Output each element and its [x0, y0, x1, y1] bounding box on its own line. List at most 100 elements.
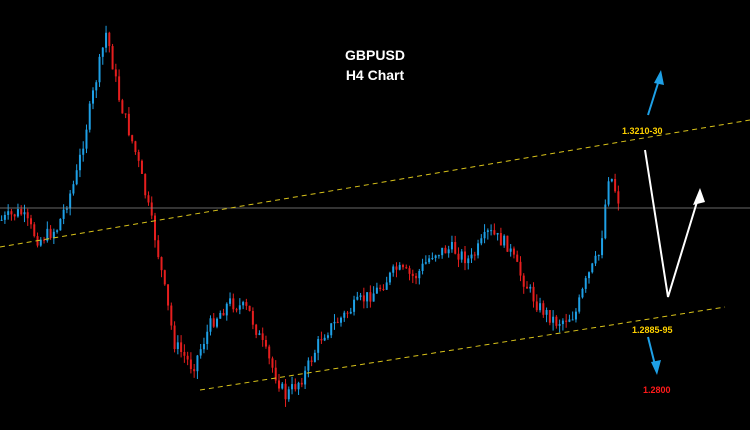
candle-body [470, 254, 473, 259]
candle-body [212, 318, 215, 327]
candle-body [588, 272, 590, 279]
resistance-level-label: 1.3210-30 [622, 126, 663, 136]
down-arrow [647, 336, 656, 366]
lower-trendline [199, 306, 726, 391]
candle-body [516, 254, 519, 262]
candle-body [248, 305, 251, 312]
candle-body [379, 287, 382, 289]
candle-body [284, 383, 287, 400]
candle-body [13, 214, 16, 217]
candle-body [607, 181, 610, 205]
candle-body [206, 331, 209, 344]
candle-body [134, 141, 137, 153]
candle-body [202, 343, 205, 350]
candle-body [486, 230, 489, 232]
candle-body [408, 268, 411, 274]
candle-body [59, 218, 62, 231]
candle-body [118, 76, 121, 101]
candle-body [163, 270, 166, 285]
candle-body [382, 288, 385, 290]
candle-body [72, 184, 75, 194]
candle-body [346, 312, 349, 314]
candle-body [304, 370, 307, 385]
candle-body [385, 282, 388, 290]
candlestick-series [0, 25, 620, 407]
candle-body [39, 239, 42, 246]
candle-body [473, 254, 476, 256]
candle-body [555, 316, 558, 326]
target-level-label: 1.2800 [643, 385, 671, 395]
up-arrow-head [654, 70, 664, 85]
candle-body [160, 257, 163, 271]
candle-body [539, 303, 542, 311]
candle-body [183, 352, 186, 356]
candle-body [402, 264, 404, 268]
candle-body [526, 286, 528, 289]
candle-body [297, 382, 300, 390]
candle-body [506, 235, 509, 252]
candle-body [503, 235, 506, 246]
candle-body [431, 258, 434, 260]
candle-body [75, 170, 78, 185]
candle-body [571, 319, 574, 321]
candle-body [499, 233, 502, 246]
candle-body [271, 358, 274, 368]
candle-body [144, 173, 147, 196]
candle-body [235, 309, 238, 311]
candle-body [186, 355, 189, 360]
candle-body [258, 333, 261, 335]
candle-body [92, 90, 94, 104]
candle-body [219, 312, 222, 319]
candle-body [415, 275, 418, 279]
projected-path [644, 149, 701, 298]
candle-body [395, 266, 398, 270]
candle-body [189, 359, 192, 370]
candle-body [167, 284, 170, 306]
candle-body [255, 324, 258, 335]
candle-body [209, 318, 212, 332]
candle-body [447, 249, 450, 254]
candle-body [26, 212, 29, 219]
candle-body [251, 311, 254, 325]
candle-body [366, 292, 369, 302]
projected-path-arrowhead [693, 188, 705, 205]
candle-body [584, 278, 587, 289]
candle-body [180, 342, 183, 353]
candle-body [52, 231, 55, 238]
candle-body [291, 384, 294, 390]
candle-body [268, 346, 271, 359]
candle-body [101, 47, 104, 57]
candle-body [173, 325, 176, 350]
candle-body [375, 287, 378, 294]
candle-body [398, 264, 401, 270]
candle-body [98, 56, 101, 83]
candle-body [264, 339, 267, 347]
candle-body [333, 321, 336, 324]
candle-body [437, 255, 440, 257]
candle-body [421, 263, 424, 271]
candle-body [245, 302, 248, 306]
candle-body [483, 231, 486, 239]
candle-body [124, 113, 127, 115]
candle-body [281, 383, 284, 389]
support-level-label: 1.2885-95 [632, 325, 673, 335]
candle-body [558, 324, 561, 326]
candle-body [0, 219, 3, 221]
candle-body [16, 209, 19, 217]
candle-body [65, 208, 68, 210]
candle-body [238, 305, 241, 310]
candle-body [594, 255, 597, 264]
candle-body [326, 335, 329, 338]
candle-body [604, 204, 607, 239]
candle-body [49, 228, 52, 238]
candle-body [294, 384, 297, 390]
chart-subtitle: H4 Chart [345, 67, 405, 83]
down-arrow-head [651, 360, 661, 375]
candle-body [287, 389, 290, 400]
candle-body [20, 209, 23, 215]
candle-body [193, 369, 196, 372]
candle-body [568, 319, 571, 322]
candle-body [522, 275, 525, 287]
candle-body [278, 380, 280, 389]
